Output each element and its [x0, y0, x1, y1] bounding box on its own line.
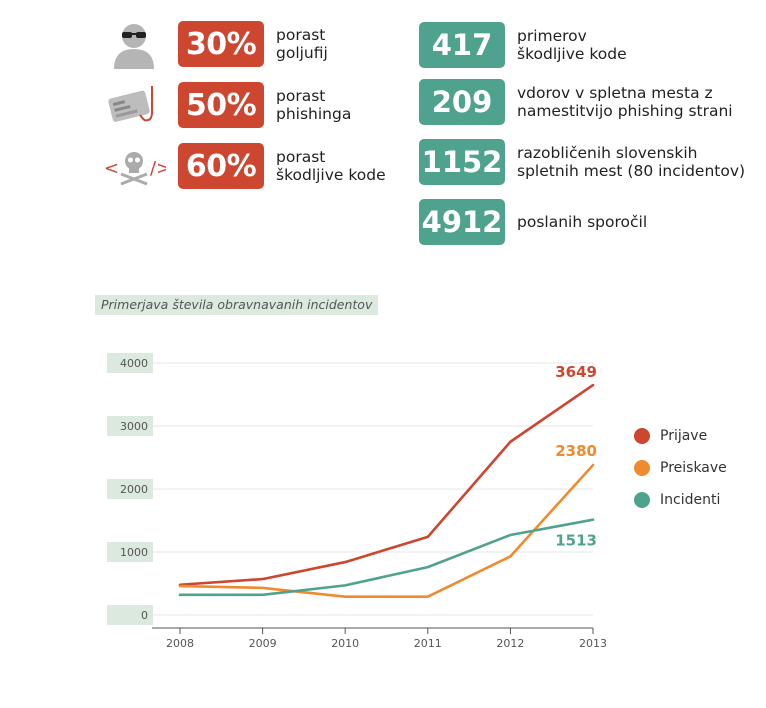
fraud-percent: 30%: [178, 21, 264, 67]
legend-dot-prijave: [634, 428, 650, 444]
stat-intrusions: 209 vdorov v spletna mesta z namestitvij…: [419, 79, 733, 125]
chart-legend: Prijave Preiskave Incidenti: [634, 420, 727, 516]
chart-series: [178, 383, 595, 599]
series-line-preiskave: [178, 463, 595, 599]
ytick-bg-1000: [107, 542, 153, 562]
series-line-incidenti: [178, 518, 595, 597]
stat-phishing: 50% porast phishinga: [100, 79, 351, 131]
legend-item-incidenti: Incidenti: [634, 484, 727, 516]
end-label-preiskave: 2380: [555, 442, 597, 460]
ytick-label-0: 0: [141, 609, 148, 622]
stat-defacements: 1152 razobličenih slovenskih spletnih me…: [419, 139, 745, 185]
skull-code-icon: < />: [100, 140, 168, 192]
svg-text:<: <: [104, 158, 119, 179]
stat-messages: 4912 poslanih sporočil: [419, 199, 647, 245]
xtick-label-2013: 2013: [579, 637, 607, 650]
xtick-label-2010: 2010: [331, 637, 359, 650]
defacements-label: razobličenih slovenskih spletnih mest (8…: [517, 144, 746, 180]
legend-label-incidenti: Incidenti: [660, 492, 721, 508]
ytick-label-2000: 2000: [120, 483, 148, 496]
ytick-bg-3000: [107, 416, 153, 436]
phishing-percent: 50%: [178, 82, 264, 128]
end-label-prijave: 3649: [555, 363, 597, 381]
chart-axes: 0 1000 2000 3000 4000 2008 2009 2010 2011 2012 201…: [107, 353, 607, 650]
ytick-bg-0: [107, 605, 153, 625]
ytick-label-4000: 4000: [120, 357, 148, 370]
xtick-label-2009: 2009: [249, 637, 277, 650]
legend-dot-preiskave: [634, 460, 650, 476]
ytick-label-1000: 1000: [120, 546, 148, 559]
malware-samples-value: 417: [419, 22, 505, 68]
fraud-label: porast goljufij: [276, 26, 328, 62]
legend-item-prijave: Prijave: [634, 420, 727, 452]
stat-malware-samples: 417 primerov škodljive kode: [419, 22, 627, 68]
intrusions-label: vdorov v spletna mesta z namestitvijo ph…: [517, 84, 733, 120]
series-line-prijave: [178, 383, 595, 587]
xtick-label-2011: 2011: [414, 637, 442, 650]
svg-text:/>: />: [150, 158, 166, 179]
legend-label-preiskave: Preiskave: [660, 460, 727, 476]
messages-value: 4912: [419, 199, 505, 245]
stat-malware: < /> 60% porast škodljive kode: [100, 140, 386, 192]
xtick-label-2012: 2012: [496, 637, 524, 650]
ytick-bg-4000: [107, 353, 153, 373]
hacker-icon: [100, 18, 168, 70]
ytick-label-3000: 3000: [120, 420, 148, 433]
legend-label-prijave: Prijave: [660, 428, 708, 444]
stat-fraud: 30% porast goljufij: [100, 18, 328, 70]
chart-end-labels: 3649 2380 1513: [555, 363, 597, 550]
malware-percent: 60%: [178, 143, 264, 189]
messages-label: poslanih sporočil: [517, 213, 648, 231]
malware-label: porast škodljive kode: [276, 148, 386, 184]
intrusions-value: 209: [419, 79, 505, 125]
end-label-incidenti: 1513: [555, 532, 597, 550]
phishing-card-icon: [100, 79, 168, 131]
malware-samples-label: primerov škodljive kode: [517, 27, 627, 63]
phishing-label: porast phishinga: [276, 87, 352, 123]
ytick-bg-2000: [107, 479, 153, 499]
chart-grid: [152, 362, 593, 616]
legend-dot-incidenti: [634, 492, 650, 508]
defacements-value: 1152: [419, 139, 505, 185]
xtick-label-2008: 2008: [166, 637, 194, 650]
legend-item-preiskave: Preiskave: [634, 452, 727, 484]
chart-title: Primerjava števila obravnavanih incident…: [95, 295, 379, 315]
